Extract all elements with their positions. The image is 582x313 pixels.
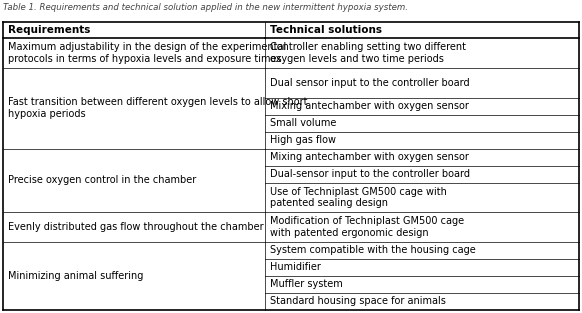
Text: Precise oxygen control in the chamber: Precise oxygen control in the chamber	[8, 175, 196, 185]
Text: Minimizing animal suffering: Minimizing animal suffering	[8, 271, 143, 281]
Text: Use of Techniplast GM500 cage with
patented sealing design: Use of Techniplast GM500 cage with paten…	[269, 187, 446, 208]
Text: Mixing antechamber with oxygen sensor: Mixing antechamber with oxygen sensor	[269, 152, 469, 162]
Text: Humidifier: Humidifier	[269, 262, 321, 272]
Text: Controller enabling setting two different
oxygen levels and two time periods: Controller enabling setting two differen…	[269, 42, 466, 64]
Text: Maximum adjustability in the design of the experimental
protocols in terms of hy: Maximum adjustability in the design of t…	[8, 42, 286, 64]
Text: Requirements: Requirements	[8, 25, 90, 35]
Text: Dual-sensor input to the controller board: Dual-sensor input to the controller boar…	[269, 169, 470, 179]
Text: Fast transition between different oxygen levels to allow short
hypoxia periods: Fast transition between different oxygen…	[8, 97, 307, 119]
Text: Evenly distributed gas flow throughout the chamber: Evenly distributed gas flow throughout t…	[8, 222, 263, 232]
Text: Standard housing space for animals: Standard housing space for animals	[269, 296, 446, 306]
Text: Modification of Techniplast GM500 cage
with patented ergonomic design: Modification of Techniplast GM500 cage w…	[269, 216, 464, 238]
Text: High gas flow: High gas flow	[269, 135, 336, 145]
Text: System compatible with the housing cage: System compatible with the housing cage	[269, 245, 475, 255]
Text: Dual sensor input to the controller board: Dual sensor input to the controller boar…	[269, 78, 469, 88]
Text: Mixing antechamber with oxygen sensor: Mixing antechamber with oxygen sensor	[269, 101, 469, 111]
Text: Small volume: Small volume	[269, 118, 336, 128]
Text: Muffler system: Muffler system	[269, 279, 342, 289]
Text: Technical solutions: Technical solutions	[269, 25, 382, 35]
Text: Table 1. Requirements and technical solution applied in the new intermittent hyp: Table 1. Requirements and technical solu…	[3, 3, 408, 12]
